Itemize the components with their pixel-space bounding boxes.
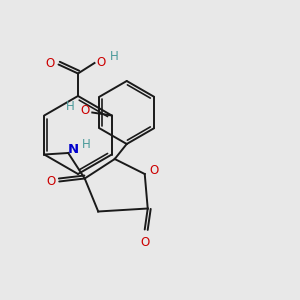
Text: O: O	[46, 175, 56, 188]
Text: O: O	[46, 56, 55, 70]
Text: H: H	[110, 50, 119, 64]
Text: O: O	[81, 104, 90, 118]
Text: H: H	[82, 137, 91, 151]
Text: N: N	[68, 143, 80, 156]
Text: H: H	[65, 100, 74, 113]
Text: O: O	[140, 236, 149, 248]
Text: O: O	[149, 164, 158, 178]
Text: O: O	[97, 56, 106, 69]
